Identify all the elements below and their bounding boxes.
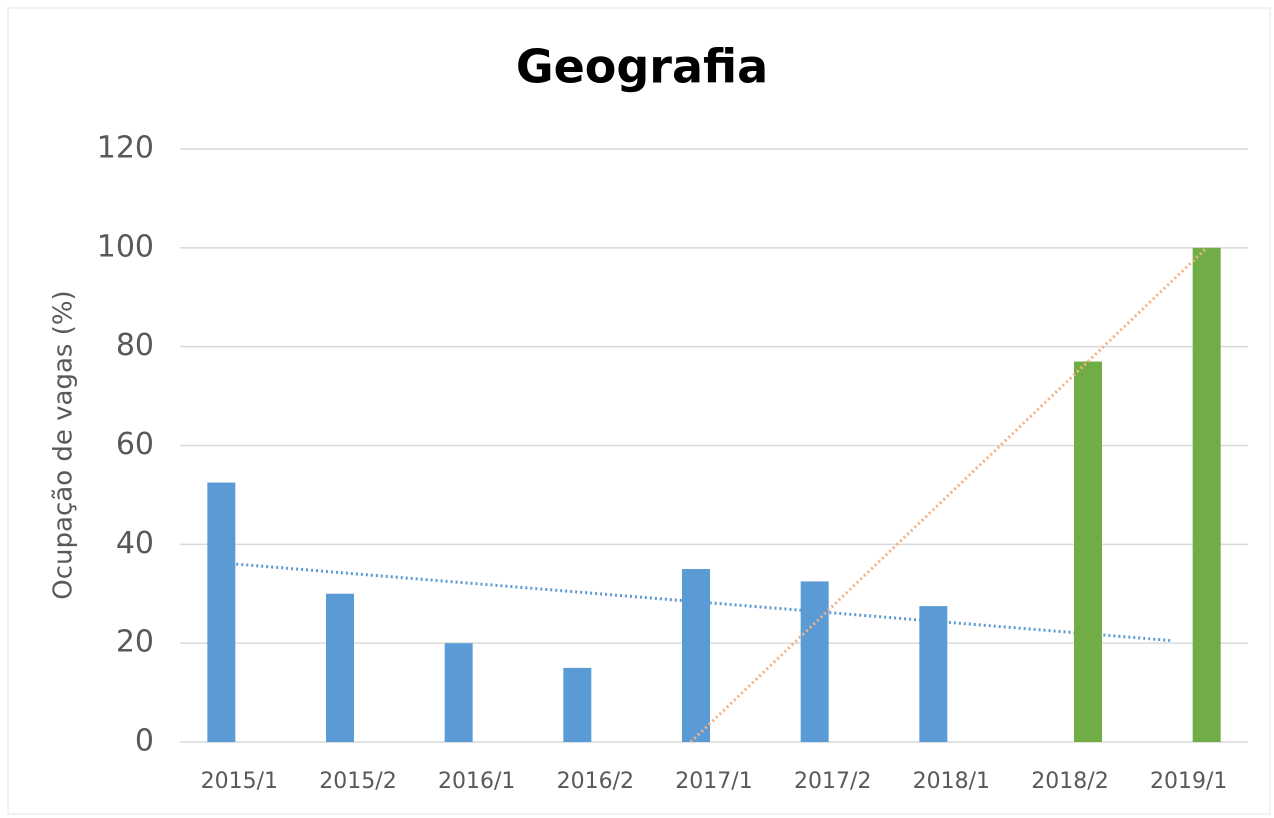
trendline (221, 561, 1171, 643)
trendline (689, 246, 1208, 744)
y-tick-label: 0 (135, 724, 154, 759)
bar (1192, 247, 1221, 743)
x-tick-label: 2015/1 (201, 769, 278, 794)
bar (444, 643, 473, 742)
chart-frame (7, 7, 1271, 815)
y-tick-label: 120 (97, 131, 154, 166)
x-tick-label: 2019/1 (1150, 769, 1227, 794)
x-tick-label: 2016/1 (438, 769, 515, 794)
bar (207, 482, 236, 742)
x-tick-label: 2016/2 (557, 769, 634, 794)
bar (563, 667, 592, 742)
x-tick-label: 2017/2 (794, 769, 871, 794)
y-tick-label: 40 (116, 526, 154, 561)
bar (919, 606, 948, 742)
x-tick-label: 2015/2 (319, 769, 396, 794)
y-tick-label: 20 (116, 625, 154, 660)
y-tick-label: 100 (97, 229, 154, 264)
bar (1074, 361, 1102, 742)
bar (682, 569, 710, 742)
bar (800, 581, 829, 742)
bar (326, 593, 354, 742)
x-tick-label: 2018/1 (913, 769, 990, 794)
x-tick-label: 2017/1 (675, 769, 752, 794)
y-tick-label: 60 (116, 427, 154, 462)
y-axis-label: Ocupação de vagas (%) (49, 290, 79, 599)
y-tick-label: 80 (116, 328, 154, 363)
x-tick-label: 2018/2 (1031, 769, 1108, 794)
chart-title: Geografia (516, 40, 768, 94)
